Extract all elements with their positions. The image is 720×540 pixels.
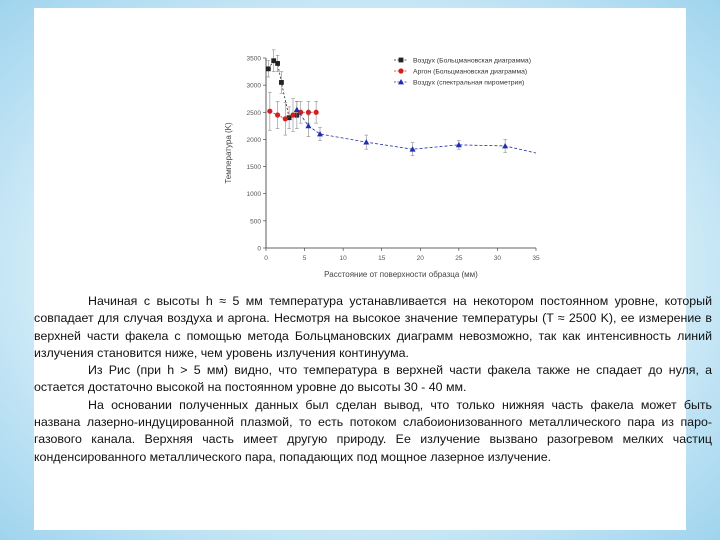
series-2-point-6	[502, 142, 509, 149]
legend-marker	[398, 68, 404, 74]
series-0-point-4	[286, 115, 292, 121]
chart-figure: 0 5 10 15 20 25 30 35 0 500 1000 1500 2000 2500 3000 35…	[196, 18, 564, 290]
legend-marker	[398, 57, 404, 63]
x-tick-label: 30	[494, 255, 502, 262]
series-2-point-4	[409, 146, 416, 152]
paragraph-1: Начиная с высоты h ≈ 5 мм температура ус…	[34, 294, 712, 360]
y-axis-label: Температура (K)	[224, 122, 233, 184]
series-0-point-1	[271, 58, 277, 64]
legend-label: Аргон (Больцмановская диаграмма)	[413, 69, 527, 76]
series-2-point-3	[363, 139, 370, 145]
paragraph-2: Из Рис (при h > 5 мм) видно, что темпера…	[34, 363, 712, 395]
y-tick-label: 1000	[247, 191, 262, 198]
x-tick-label: 5	[303, 255, 307, 262]
body-text: Начиная с высоты h ≈ 5 мм температура ус…	[34, 293, 712, 466]
series-1-point-6	[313, 109, 319, 115]
series-1-point-4	[298, 109, 304, 115]
y-tick-label: 1500	[247, 164, 262, 171]
x-tick-label: 10	[340, 255, 348, 262]
series-0-point-0	[265, 66, 271, 72]
series-2-point-2	[317, 131, 323, 137]
series-1-point-0	[267, 108, 273, 114]
y-tick-label: 500	[250, 218, 261, 225]
series-0-point-2	[275, 61, 280, 66]
x-tick-label: 20	[417, 255, 425, 262]
series-0-point-3	[279, 80, 284, 85]
x-tick-label: 25	[455, 255, 463, 262]
x-tick-label: 15	[378, 255, 386, 262]
x-tick-label: 35	[532, 255, 540, 262]
legend-label: Воздух (Больцмановская диаграмма)	[413, 58, 531, 65]
series-1-point-2	[282, 116, 288, 122]
slide: 0 5 10 15 20 25 30 35 0 500 1000 1500 2000 2500 3000 35…	[34, 8, 712, 530]
series-2-point-1	[305, 122, 312, 129]
y-tick-label: 0	[257, 246, 261, 253]
y-tick-label: 3500	[247, 56, 262, 63]
temperature-chart: 0 5 10 15 20 25 30 35 0 500 1000 1500 2000 2500 3000 35…	[224, 49, 540, 279]
legend-label: Воздух (спектральная пирометрия)	[413, 80, 524, 87]
series-2-trend-line	[296, 109, 537, 154]
y-tick-label: 3000	[247, 83, 262, 90]
y-tick-label: 2500	[247, 110, 262, 117]
series-0-line	[267, 60, 297, 119]
series-1-point-1	[274, 112, 281, 118]
series-1-point-5	[305, 109, 312, 115]
legend-marker	[398, 79, 404, 85]
series-2-point-0	[293, 106, 300, 112]
y-tick-label: 2000	[247, 137, 262, 144]
series-2-point-5	[455, 141, 462, 148]
paragraph-3: На основании полученных данных был сдела…	[34, 397, 712, 464]
x-axis-label: Расстояние от поверхности образца (мм)	[324, 270, 478, 279]
series-1-point-3	[290, 112, 296, 118]
x-tick-label: 0	[264, 255, 268, 262]
